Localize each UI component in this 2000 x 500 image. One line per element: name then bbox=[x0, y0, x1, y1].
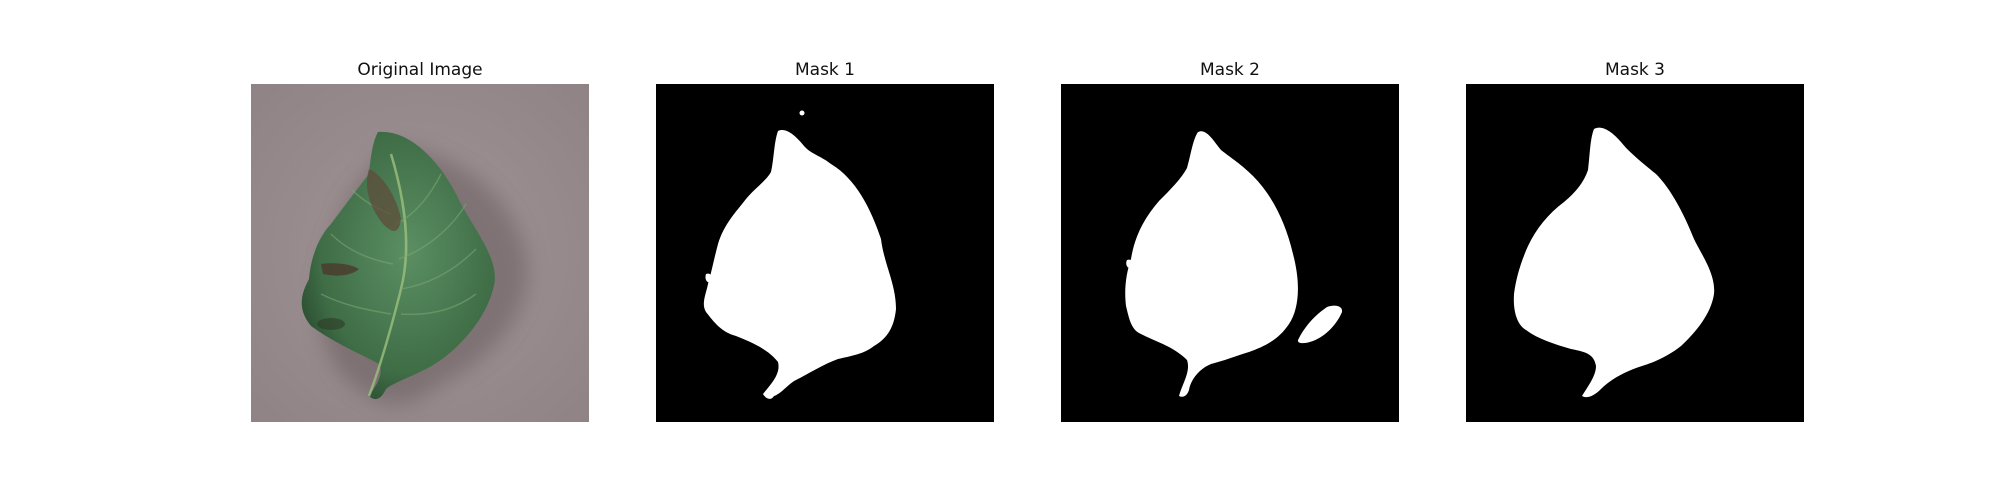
mask-1-image bbox=[656, 84, 994, 422]
leaf-lesion-lower bbox=[317, 318, 345, 330]
mask-speck bbox=[799, 110, 805, 116]
mask-2-title: Mask 2 bbox=[1199, 60, 1260, 80]
leaf-lesion-middle bbox=[321, 263, 359, 276]
original-image bbox=[251, 84, 589, 422]
mask-3-panel: Mask 3 bbox=[1466, 58, 1804, 422]
leaf bbox=[301, 131, 495, 400]
mask-region bbox=[1513, 127, 1715, 398]
mask-region bbox=[703, 130, 896, 399]
mask-2-panel: Mask 2 bbox=[1061, 58, 1399, 422]
mask-nub bbox=[1596, 346, 1602, 355]
mask-notch bbox=[705, 273, 713, 283]
leaf-lesion-top bbox=[366, 169, 401, 231]
mask-secondary-blob bbox=[1297, 305, 1343, 344]
original-image-panel: Original Image bbox=[251, 58, 589, 422]
mask-3-title: Mask 3 bbox=[1604, 60, 1665, 80]
mask-1-title: Mask 1 bbox=[794, 60, 855, 80]
leaf-vein bbox=[320, 173, 477, 316]
mask-notch bbox=[1126, 259, 1134, 269]
mask-region bbox=[1125, 131, 1298, 397]
original-image-title: Original Image bbox=[357, 60, 483, 80]
mask-3-image bbox=[1466, 84, 1804, 422]
mask-1-panel: Mask 1 bbox=[656, 58, 994, 422]
mask-2-image bbox=[1061, 84, 1399, 422]
